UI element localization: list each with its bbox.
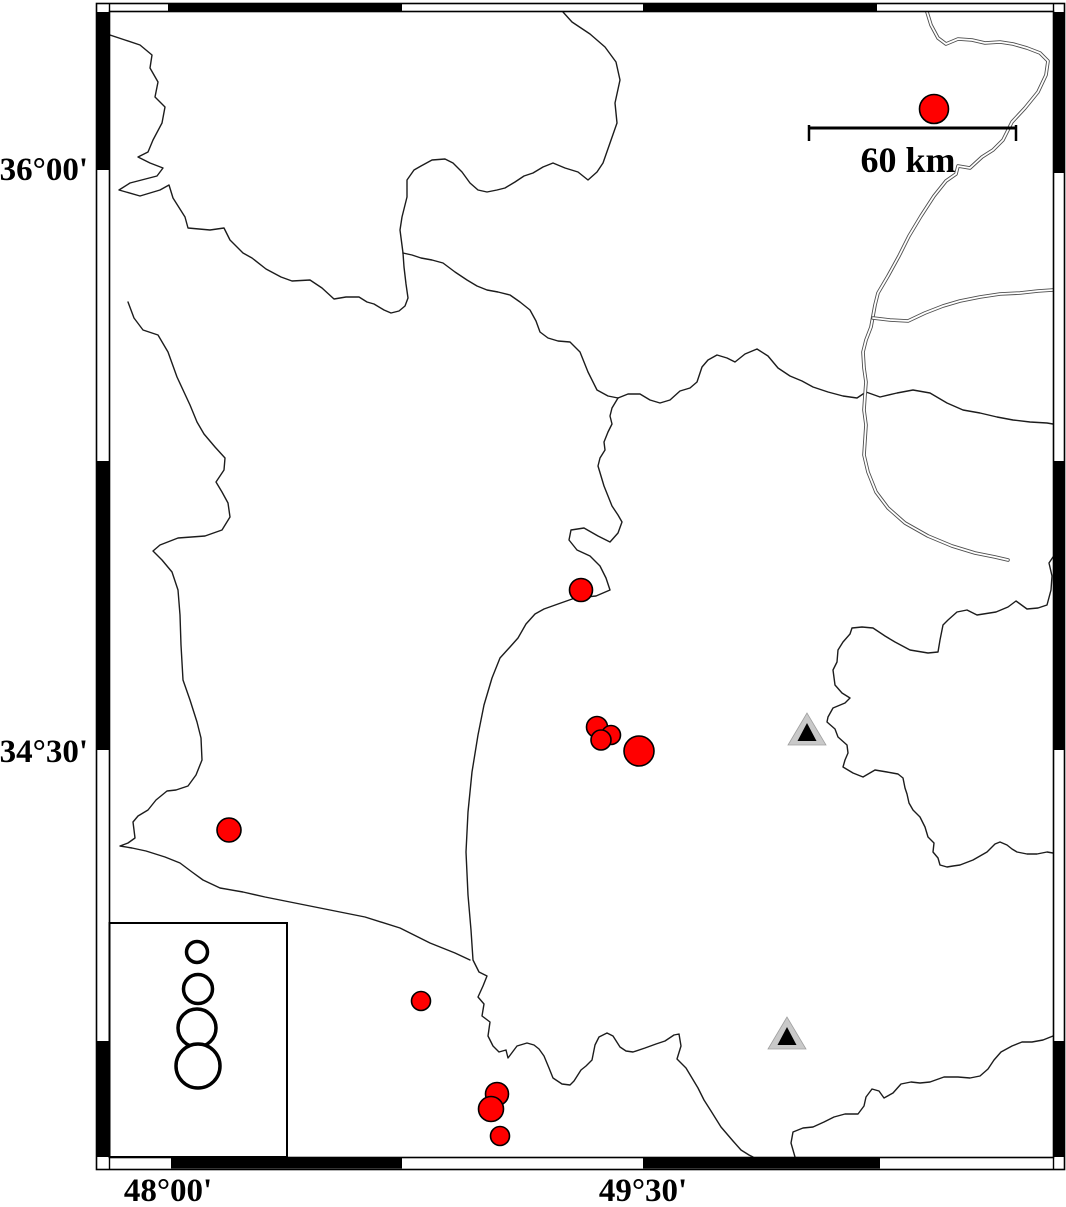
- boundary-line: [119, 301, 471, 961]
- frame-segment: [1053, 1041, 1065, 1157]
- boundary-line: [617, 348, 1053, 425]
- legend-magnitude-circle: [174, 1042, 222, 1090]
- lon-label-49-30: 49°30': [599, 1173, 687, 1207]
- station-triangle-markers: [767, 712, 827, 1050]
- administrative-boundary-lines: [110, 12, 1053, 1157]
- frame-segment: [643, 3, 877, 12]
- lon-label-48-00: 48°00': [124, 1173, 212, 1207]
- boundary-line: [790, 1035, 1053, 1157]
- legend-magnitude-circle: [181, 972, 215, 1006]
- river-line-core: [872, 289, 1053, 322]
- frame-segment: [168, 3, 402, 12]
- boundary-line: [110, 34, 409, 314]
- legend-magnitude-circle: [176, 1007, 218, 1049]
- legend-magnitude-circles: [174, 939, 222, 1090]
- station-triangle-core: [797, 723, 817, 741]
- scale-bar: 60 km: [807, 125, 1018, 180]
- river-line-core: [862, 12, 1049, 561]
- river-line-outline: [871, 288, 1053, 323]
- magnitude-legend: [108, 922, 288, 1158]
- epicenter-circle: [590, 729, 612, 751]
- river-lines: [861, 12, 1053, 562]
- legend-magnitude-circle: [184, 939, 210, 965]
- lat-label-34-30: 34°30': [0, 734, 88, 770]
- boundary-line: [465, 397, 754, 1157]
- lat-label-36-00: 36°00': [0, 152, 88, 188]
- scale-bar-label: 60 km: [860, 140, 955, 180]
- frame-segment: [643, 1157, 880, 1169]
- axis-annotations: 36°00' 34°30' 48°00' 49°30': [0, 152, 687, 1207]
- frame-segment: [96, 461, 110, 750]
- station-triangle-core: [777, 1027, 797, 1045]
- frame-segment: [96, 12, 110, 170]
- epicenter-circle: [568, 577, 594, 603]
- epicenter-circle: [477, 1095, 505, 1123]
- frame-inner-rect: [108, 10, 1055, 1159]
- epicenter-circle: [489, 1125, 511, 1147]
- frame-segment: [1053, 12, 1065, 173]
- frame-segment: [171, 1157, 402, 1169]
- boundary-line: [826, 556, 1053, 868]
- boundary-line: [399, 12, 621, 254]
- frame-segment: [1053, 461, 1065, 750]
- epicenter-circle: [216, 817, 242, 843]
- earthquake-epicenter-markers: [216, 93, 950, 1147]
- epicenter-circle: [623, 735, 655, 767]
- frame-segment: [96, 1041, 110, 1157]
- map-frame: [95, 2, 1066, 1171]
- epicenter-circle: [918, 93, 950, 125]
- river-line-outline: [861, 12, 1050, 562]
- epicenter-circle: [410, 990, 432, 1012]
- boundary-line: [402, 252, 619, 399]
- frame-outer-rect: [95, 2, 1066, 1171]
